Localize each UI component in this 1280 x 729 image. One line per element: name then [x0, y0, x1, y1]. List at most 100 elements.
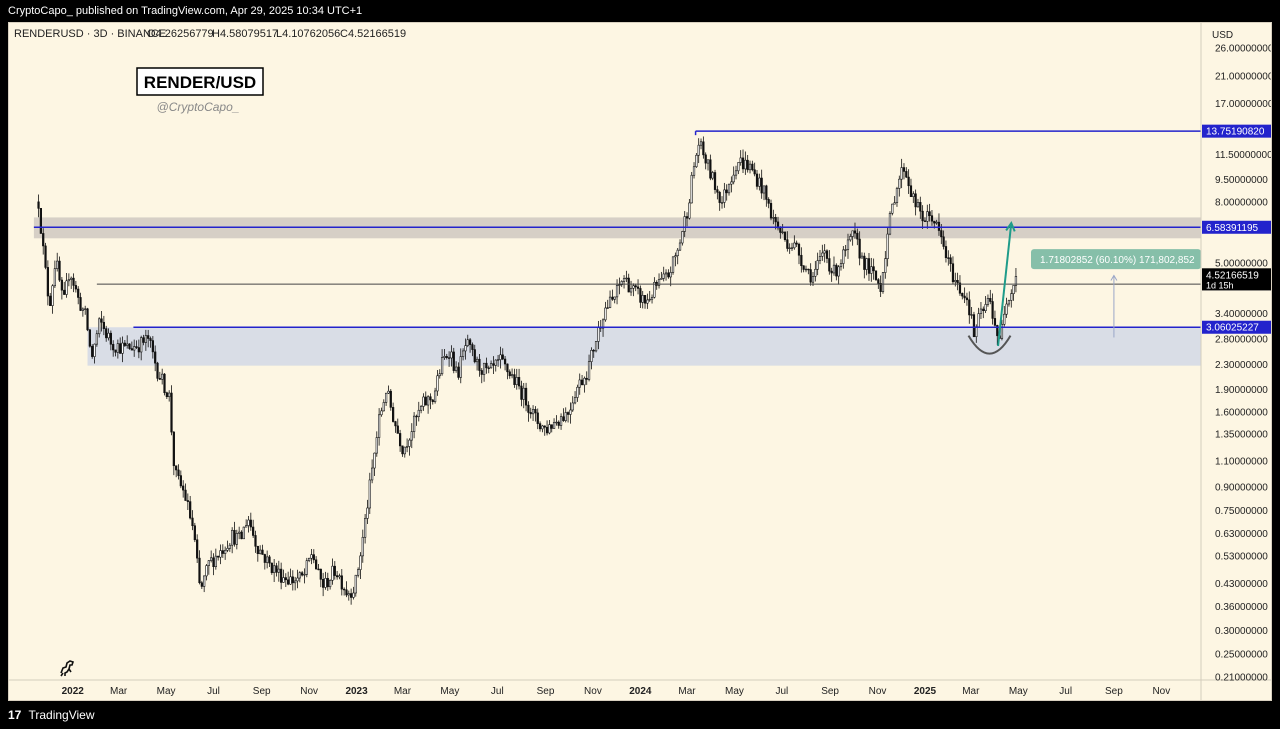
zones-layer [33, 217, 1202, 366]
candle-body [986, 298, 990, 305]
candle-body [961, 292, 964, 297]
candle-body [298, 572, 301, 579]
candle-body [238, 531, 241, 534]
candle-body [39, 208, 42, 234]
x-tick-label: May [157, 686, 176, 697]
y-tick-label: 0.63000000 [1215, 529, 1268, 540]
candle-body [877, 279, 880, 284]
candle-body [303, 574, 306, 576]
candle-body [723, 189, 726, 203]
candle-body [788, 247, 791, 250]
candle-body [317, 568, 320, 571]
candle-body [692, 166, 696, 176]
x-tick-label: Mar [394, 686, 412, 697]
candle-body [398, 433, 402, 447]
candle-body [403, 446, 406, 455]
candle-body [923, 220, 927, 222]
candle-body [65, 280, 68, 295]
y-tick-label: 0.30000000 [1215, 626, 1268, 637]
candle-body [671, 256, 675, 273]
candle-body [949, 257, 952, 265]
candle-body [429, 396, 432, 401]
candle-body [562, 416, 565, 421]
candle-body [217, 555, 220, 558]
candle-body [273, 565, 276, 573]
x-tick-label: Nov [869, 686, 887, 697]
projection-arrowhead [1005, 220, 1016, 232]
candle-body [779, 227, 782, 233]
candle-body [982, 308, 985, 311]
candle-body [473, 349, 476, 363]
candle-body [315, 559, 318, 570]
price-axis[interactable]: 26.00000000 21.00000000 17.00000000 11.5000… [1215, 44, 1271, 684]
candle-body [851, 230, 854, 237]
candle-body [965, 297, 969, 301]
chart-pane[interactable]: 1.71802852 (60.10%) 171,802,852 RENDERUS… [8, 22, 1272, 701]
candle-body [70, 277, 73, 280]
candle-body [590, 349, 593, 363]
candle-body [107, 332, 110, 339]
candle-body [226, 548, 229, 551]
candle-body [329, 580, 332, 588]
candle-body [557, 421, 560, 426]
candle-body [436, 375, 439, 392]
candle-body [263, 554, 266, 563]
candle-body [825, 250, 829, 259]
candle-body [179, 475, 182, 487]
candle-body [282, 577, 285, 583]
candle-body [1003, 313, 1006, 325]
candle-body [611, 296, 614, 300]
candle-body [424, 396, 427, 406]
candle-body [438, 373, 441, 377]
x-tick-label: Nov [300, 686, 318, 697]
candle-body [972, 314, 976, 338]
candle-body [681, 231, 684, 244]
candle-body [907, 176, 910, 187]
candle-body [732, 174, 735, 183]
candle-body [245, 525, 248, 528]
candle-body [452, 351, 455, 371]
candle-body [394, 421, 397, 427]
candle-body [608, 296, 612, 308]
candle-body [569, 409, 572, 415]
candle-body [221, 550, 224, 554]
candle-body [856, 232, 859, 240]
candle-body [713, 172, 717, 190]
candle-body [804, 268, 808, 271]
candle-body [457, 366, 460, 378]
candle-body [832, 264, 836, 274]
candle-body [811, 276, 815, 283]
candle-body [636, 286, 640, 289]
candle-body [739, 157, 742, 163]
measure-arrowhead [1110, 274, 1118, 281]
candle-body [198, 557, 201, 583]
y-tick-label: 1.60000000 [1215, 407, 1268, 418]
candle-body [471, 344, 474, 350]
tradingview-logo-icon[interactable]: 17 [8, 708, 22, 722]
candle-body [53, 268, 56, 287]
candle-body [725, 189, 728, 194]
candle-body [580, 379, 584, 386]
candle-body [622, 278, 626, 282]
dino-icon[interactable] [60, 660, 75, 677]
candle-body [835, 264, 838, 277]
candle-body [587, 361, 591, 380]
candle-body [224, 549, 227, 554]
candle-body [371, 467, 374, 481]
candle-body [650, 296, 654, 300]
candle-body [280, 568, 283, 583]
candle-body [786, 239, 789, 249]
price-chart[interactable]: 1.71802852 (60.10%) 171,802,852 RENDERUS… [9, 23, 1271, 700]
candle-body [989, 298, 992, 302]
candle-body [350, 593, 353, 598]
tradingview-brand[interactable]: TradingView [28, 708, 95, 722]
candle-body [247, 519, 250, 526]
candle-body [91, 345, 94, 357]
candle-body [545, 426, 549, 434]
candle-body [168, 392, 171, 398]
candle-body [884, 258, 887, 273]
candle-body [277, 568, 280, 573]
candle-body [975, 326, 978, 338]
candle-body [954, 280, 957, 283]
time-axis[interactable]: 2022 Mar May Jul Sep Nov 2023 Mar May Jul Sep Nov 20… [62, 686, 1171, 697]
